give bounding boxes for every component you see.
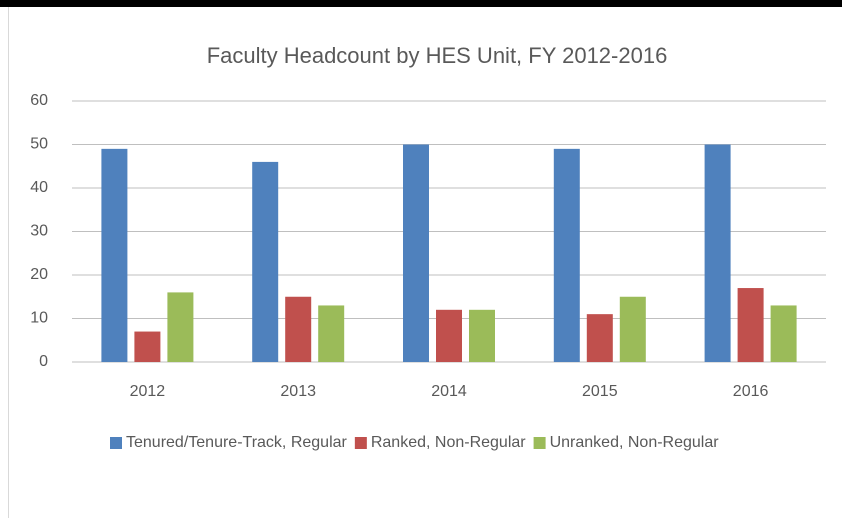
bar [469, 309, 495, 362]
x-tick-label: 2016 [733, 383, 769, 400]
legend-label: Ranked, Non-Regular [371, 434, 526, 451]
legend-label: Tenured/Tenure-Track, Regular [126, 434, 348, 451]
bar [252, 161, 279, 362]
bar [285, 296, 312, 362]
y-tick-label: 50 [30, 136, 48, 153]
bar [770, 305, 797, 362]
bar [318, 305, 345, 362]
bar [586, 314, 613, 362]
y-tick-label: 30 [30, 223, 48, 240]
bar [737, 288, 764, 362]
bar [167, 292, 194, 362]
chart-title: Faculty Headcount by HES Unit, FY 2012-2… [207, 43, 668, 68]
y-tick-label: 0 [39, 353, 48, 370]
top-border [0, 0, 842, 7]
bar [134, 331, 161, 362]
x-tick-label: 2015 [582, 383, 618, 400]
legend-swatch [110, 437, 122, 449]
x-tick-label: 2013 [280, 383, 316, 400]
x-tick-label: 2014 [431, 383, 467, 400]
legend-swatch [533, 437, 546, 449]
y-tick-label: 10 [30, 310, 48, 327]
x-tick-label: 2012 [130, 383, 166, 400]
bar [619, 296, 646, 362]
legend-label: Unranked, Non-Regular [550, 434, 720, 451]
bar [436, 309, 462, 362]
y-tick-label: 40 [30, 179, 48, 196]
bar [101, 148, 128, 362]
bar [403, 144, 429, 362]
y-tick-label: 20 [30, 266, 48, 283]
y-tick-label: 60 [30, 92, 48, 109]
bar [704, 144, 731, 362]
bar [553, 148, 580, 362]
legend-swatch [354, 437, 367, 449]
